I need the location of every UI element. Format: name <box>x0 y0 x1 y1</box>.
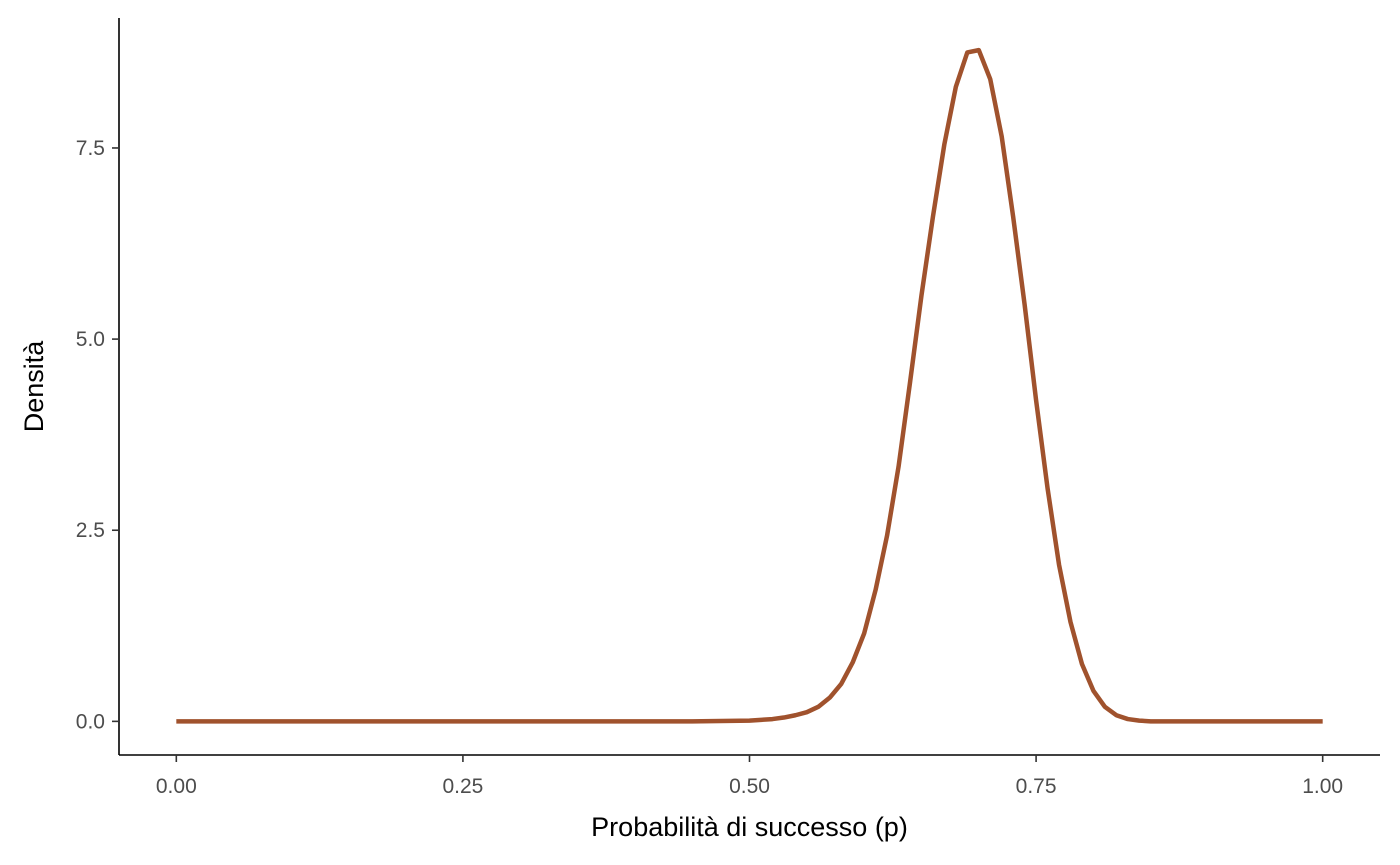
series-layer <box>176 47 1323 724</box>
x-tick-label: 0.75 <box>1016 775 1057 798</box>
y-axis-title: Densità <box>19 340 49 433</box>
x-tick-label: 1.00 <box>1302 775 1343 798</box>
x-tick-label: 0.25 <box>442 775 483 798</box>
y-tick-label: 2.5 <box>76 519 105 542</box>
x-tick-label: 0.00 <box>156 775 197 798</box>
y-tick-label: 0.0 <box>76 710 105 733</box>
axes <box>118 18 1380 756</box>
x-tick-label: 0.50 <box>729 775 770 798</box>
y-tick-label: 7.5 <box>76 137 105 160</box>
y-axis-ticks: 0.0 2.5 5.0 7.5 <box>76 137 119 733</box>
x-axis-ticks: 0.00 0.25 0.50 0.75 1.00 <box>156 755 1343 798</box>
x-axis-title: Probabilità di successo (p) <box>591 812 908 842</box>
y-tick-label: 5.0 <box>76 328 105 351</box>
density-line <box>176 47 1323 724</box>
